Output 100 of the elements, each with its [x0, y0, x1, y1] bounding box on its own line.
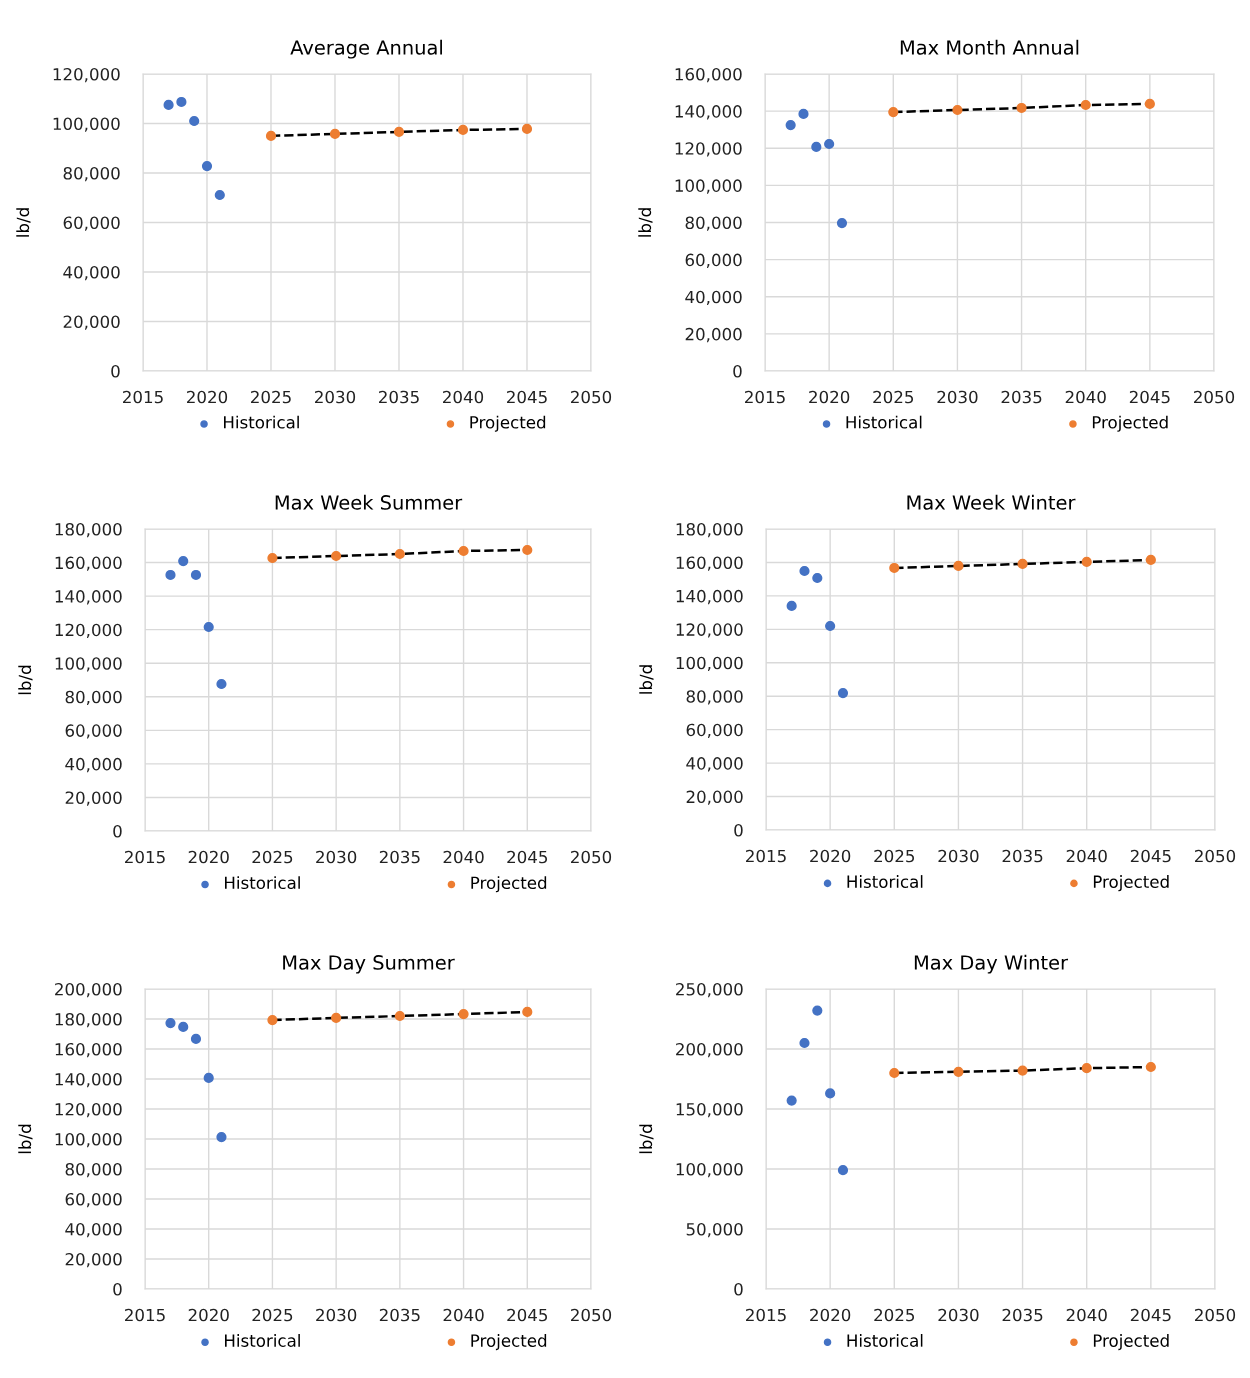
- x-tick-label: 2025: [252, 1308, 293, 1322]
- point: [176, 96, 187, 108]
- y-tick-label: 100,000: [53, 117, 120, 132]
- y-tick-label: 0: [734, 823, 743, 837]
- y-tick-label: 100,000: [55, 657, 122, 672]
- y-tick-label: 160,000: [55, 1042, 122, 1058]
- chart-title: Max Week Summer: [275, 494, 463, 510]
- y-tick-label: 140,000: [55, 1072, 122, 1088]
- x-tick-label: 2050: [571, 850, 612, 864]
- y-tick-label: 160,000: [55, 556, 122, 571]
- legend-label: Historical: [847, 1334, 923, 1347]
- point: [216, 1131, 227, 1143]
- y-tick-label: 120,000: [55, 623, 122, 638]
- x-tick-label: 2050: [1195, 1308, 1236, 1322]
- y-tick-label: 120,000: [53, 67, 120, 83]
- point: [799, 1037, 810, 1049]
- y-tick-label: 180,000: [55, 1012, 122, 1028]
- y-tick-label: 60,000: [65, 1192, 122, 1208]
- point: [165, 569, 176, 581]
- x-tick-label: 2035: [1002, 849, 1043, 863]
- point: [1145, 554, 1156, 566]
- legend-label: Historical: [846, 415, 922, 429]
- y-tick-label: 100,000: [55, 1132, 122, 1148]
- point: [837, 687, 849, 699]
- point: [799, 565, 810, 577]
- point: [785, 119, 796, 131]
- y-tick-label: 100,000: [676, 656, 743, 672]
- point: [214, 189, 225, 201]
- legend-label: Historical: [224, 415, 299, 429]
- legend-label: Projected: [1093, 1334, 1169, 1351]
- point: [1144, 98, 1155, 109]
- y-tick-label: 20,000: [686, 790, 743, 805]
- x-tick-label: 2050: [571, 1308, 612, 1322]
- point: [786, 600, 797, 612]
- x-tick-label: 2015: [125, 1308, 165, 1322]
- point: [889, 1067, 900, 1079]
- chart-title: Max Day Winter: [914, 954, 1069, 974]
- point: [1017, 1065, 1028, 1076]
- point: [522, 544, 533, 556]
- point: [178, 1021, 189, 1033]
- x-tick-label: 2035: [379, 850, 420, 864]
- point: [825, 1088, 836, 1099]
- point: [189, 115, 200, 127]
- y-axis-title: lb/d: [16, 208, 31, 237]
- x-tick-label: 2025: [874, 1308, 915, 1322]
- x-tick-label: 2045: [1130, 1308, 1171, 1322]
- x-tick-label: 2015: [123, 390, 163, 404]
- y-tick-label: 80,000: [65, 1162, 122, 1178]
- chart-title: Average Annual: [290, 39, 442, 59]
- point: [836, 217, 848, 229]
- point: [889, 562, 900, 574]
- y-tick-label: 140,000: [55, 590, 122, 605]
- x-tick-label: 2020: [809, 390, 850, 404]
- x-tick-label: 2015: [745, 390, 785, 404]
- legend-label: Projected: [471, 876, 547, 893]
- y-tick-label: 40,000: [65, 1222, 122, 1238]
- y-tick-label: 20,000: [685, 327, 742, 343]
- point: [824, 138, 835, 150]
- x-tick-label: 2025: [251, 390, 291, 404]
- point: [331, 550, 342, 562]
- y-tick-label: 20,000: [65, 791, 122, 806]
- y-tick-label: 80,000: [65, 690, 122, 706]
- x-tick-label: 2045: [507, 850, 548, 864]
- point: [329, 128, 341, 139]
- y-tick-label: 200,000: [55, 982, 122, 998]
- y-tick-label: 160,000: [676, 556, 743, 571]
- point: [888, 106, 899, 118]
- point: [825, 620, 836, 632]
- y-tick-label: 50,000: [686, 1222, 743, 1238]
- y-tick-label: 40,000: [686, 757, 743, 772]
- x-tick-label: 2040: [443, 1308, 484, 1322]
- x-tick-label: 2030: [316, 1308, 357, 1322]
- point: [786, 1095, 797, 1106]
- x-tick-label: 2045: [507, 390, 547, 404]
- point: [394, 1010, 405, 1022]
- x-tick-label: 2030: [938, 849, 979, 863]
- chart-title: Max Month Annual: [900, 39, 1079, 55]
- y-tick-label: 100,000: [676, 1162, 743, 1178]
- y-tick-label: 120,000: [675, 142, 742, 157]
- x-tick-label: 2045: [507, 1308, 548, 1322]
- y-tick-label: 0: [113, 824, 122, 838]
- legend-label: Historical: [225, 1334, 300, 1347]
- point: [190, 569, 202, 581]
- legend-label: Projected: [471, 1334, 547, 1351]
- x-tick-label: 2025: [873, 390, 914, 404]
- x-tick-label: 2040: [1065, 390, 1106, 404]
- point: [163, 99, 174, 111]
- x-tick-label: 2015: [125, 850, 165, 864]
- legend-label: Projected: [1092, 415, 1168, 432]
- x-tick-label: 2020: [187, 390, 228, 404]
- y-tick-label: 250,000: [676, 982, 743, 998]
- y-tick-label: 80,000: [685, 216, 742, 231]
- chart-title: Max Week Winter: [907, 494, 1076, 510]
- y-tick-label: 0: [734, 1282, 743, 1296]
- point: [203, 621, 214, 633]
- x-tick-label: 2030: [938, 1308, 979, 1322]
- x-tick-label: 2035: [379, 1308, 420, 1322]
- y-tick-label: 120,000: [55, 1102, 122, 1118]
- legend-label: Projected: [1093, 875, 1169, 892]
- y-tick-label: 180,000: [676, 522, 743, 538]
